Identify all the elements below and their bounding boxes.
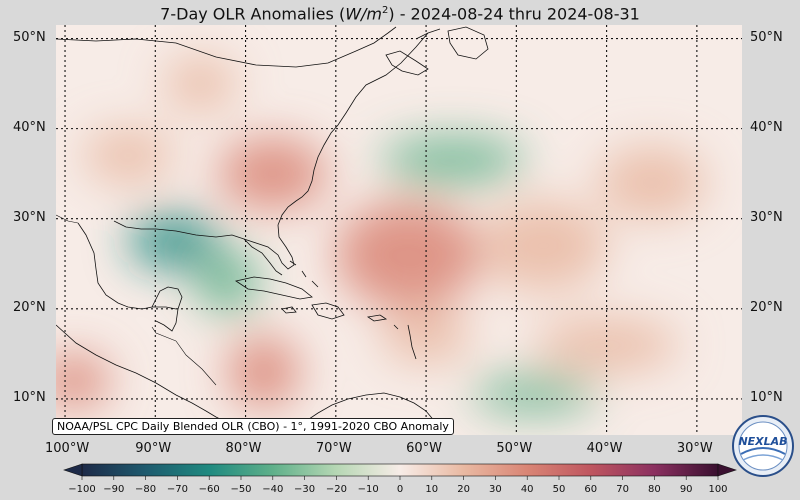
colorbar-tick-label: 70: [616, 484, 629, 495]
colorbar-tick-label: 100: [708, 484, 728, 495]
colorbar-tick-label: −20: [325, 484, 347, 495]
gulf-st-lawrence-outline: [415, 28, 441, 40]
anomaly-blob-9: [597, 146, 706, 219]
colorbar-tick-label: 50: [552, 484, 566, 495]
florida-outline: [243, 238, 283, 276]
lat-label-right: 40°N: [750, 119, 783, 135]
colorbar-tick-label: −40: [262, 484, 284, 495]
lon-label: 80°W: [225, 441, 262, 456]
colorbar-tick-label: 80: [648, 484, 661, 495]
lat-label-right: 20°N: [750, 299, 783, 315]
lon-label: 50°W: [496, 441, 533, 456]
anomaly-blob-1: [195, 250, 260, 314]
anomaly-blob-2: [380, 137, 526, 183]
colorbar-tick-label: −70: [166, 484, 188, 495]
graticule: [56, 25, 742, 435]
anomaly-blob-4: [56, 353, 111, 408]
lesser-antilles-outline: [393, 324, 417, 360]
newfoundland-outline: [447, 26, 489, 60]
nova-scotia-outline: [385, 50, 429, 76]
lat-label-left: 50°N: [13, 29, 46, 45]
anomaly-blob-10: [227, 335, 300, 408]
colorbar-tick-label: −50: [230, 484, 252, 495]
colorbar-tick-label: −100: [68, 484, 96, 495]
colorbar-tick-label: 0: [396, 484, 404, 495]
colorbar-bar: [81, 463, 719, 477]
cuba-outline: [234, 276, 313, 300]
colorbar-tick-label: 20: [457, 484, 470, 495]
mexico-coastline: [77, 222, 183, 332]
lon-label: 40°W: [586, 441, 623, 456]
anomaly-blob-5: [218, 137, 327, 210]
lon-label: 100°W: [45, 441, 90, 456]
mexico-guatemala-border: [151, 326, 177, 342]
colorbar-tick-label: −90: [103, 484, 125, 495]
anomaly-blob-0: [128, 214, 219, 269]
colorbar-max-extend: [717, 463, 737, 477]
colorbar-scale: [63, 463, 737, 480]
lon-label: 30°W: [676, 441, 713, 456]
data-source-credit: NOAA/PSL CPC Daily Blended OLR (CBO) - 1…: [52, 418, 454, 435]
map-title: 7-Day OLR Anomalies (W/m2) - 2024-08-24 …: [160, 4, 640, 24]
central-america-borders: [175, 340, 217, 386]
lat-label-right: 30°N: [750, 209, 783, 225]
coastlines: [56, 26, 489, 435]
anomaly-blob-13: [164, 56, 237, 111]
anomaly-blob-11: [534, 317, 679, 372]
puerto-rico-outline: [366, 314, 388, 322]
south-america-coastline: [295, 392, 443, 435]
colorbar-tick-label: −60: [198, 484, 220, 495]
us-east-coastline: [113, 32, 429, 270]
colorbar-tick-label: −10: [357, 484, 379, 495]
lat-label-left: 30°N: [13, 209, 46, 225]
hispaniola-outline: [311, 302, 345, 320]
anomaly-blob-8: [480, 200, 607, 291]
lat-label-left: 10°N: [13, 389, 46, 405]
us-mexico-border: [56, 214, 79, 224]
anomaly-blob-3: [471, 376, 598, 413]
bahamas-outline: [289, 260, 319, 288]
colorbar-tick-label: −80: [135, 484, 157, 495]
anomaly-blob-6: [83, 128, 174, 183]
country-borders: [56, 214, 217, 386]
colorbar-min-extend: [63, 463, 83, 477]
lon-label: 90°W: [135, 441, 172, 456]
colorbar-tick-label: 40: [520, 484, 534, 495]
canada-coastline: [56, 26, 397, 68]
olr-anomaly-map: [56, 25, 742, 435]
jamaica-outline: [281, 306, 297, 314]
lat-label-right: 10°N: [750, 389, 783, 405]
colorbar: −100 −90 −80 −70 −60 −50 −40 −30 −20 −10 0 10 20 30 40…: [0, 460, 800, 500]
lon-label: 70°W: [315, 441, 352, 456]
colorbar-tick-label: 30: [489, 484, 502, 495]
nexlab-logo: NEXLAB: [732, 415, 794, 477]
colorbar-tick-label: 60: [584, 484, 598, 495]
lat-label-right: 50°N: [750, 29, 783, 45]
lat-label-left: 20°N: [13, 299, 46, 315]
lat-label-left: 40°N: [13, 119, 46, 135]
colorbar-tick-label: −30: [294, 484, 316, 495]
lon-label: 60°W: [406, 441, 442, 456]
map-panel: [56, 25, 742, 435]
anomaly-blob-7: [335, 200, 481, 309]
colorbar-tick-label: 10: [425, 484, 439, 495]
logo-text: NEXLAB: [738, 435, 787, 448]
colorbar-tick-label: 90: [679, 484, 693, 495]
